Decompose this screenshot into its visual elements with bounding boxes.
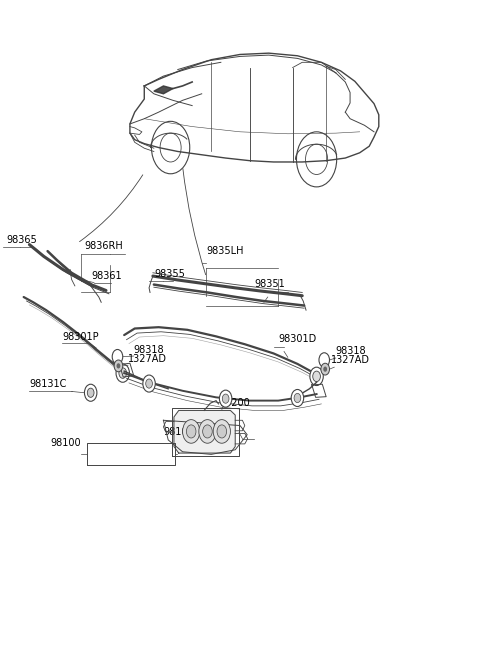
Text: 98131C: 98131C bbox=[29, 380, 67, 390]
Circle shape bbox=[219, 390, 232, 407]
Circle shape bbox=[112, 350, 123, 364]
Text: 1327AD: 1327AD bbox=[128, 354, 167, 364]
Text: 98160C: 98160C bbox=[163, 427, 201, 438]
Circle shape bbox=[323, 367, 327, 372]
Text: 98355: 98355 bbox=[155, 269, 186, 279]
Text: 98301D: 98301D bbox=[278, 334, 316, 344]
Text: 98365: 98365 bbox=[6, 235, 37, 245]
Circle shape bbox=[319, 353, 329, 367]
Circle shape bbox=[213, 420, 230, 443]
Circle shape bbox=[186, 425, 196, 438]
Circle shape bbox=[310, 367, 323, 386]
Circle shape bbox=[222, 394, 229, 403]
Circle shape bbox=[217, 425, 227, 438]
Polygon shape bbox=[154, 86, 173, 94]
Circle shape bbox=[119, 368, 127, 378]
Circle shape bbox=[291, 390, 304, 407]
Polygon shape bbox=[174, 411, 235, 453]
Text: 98200: 98200 bbox=[219, 398, 250, 408]
Circle shape bbox=[321, 363, 329, 375]
Circle shape bbox=[117, 363, 120, 369]
Text: 98100: 98100 bbox=[50, 438, 81, 448]
Text: 9836RH: 9836RH bbox=[84, 241, 123, 251]
Circle shape bbox=[294, 394, 301, 403]
Circle shape bbox=[84, 384, 97, 401]
Text: 98351: 98351 bbox=[254, 279, 285, 289]
Circle shape bbox=[182, 420, 200, 443]
Circle shape bbox=[87, 388, 94, 397]
Text: 98361: 98361 bbox=[92, 271, 122, 281]
Text: 98318: 98318 bbox=[336, 346, 366, 356]
Text: 1327AD: 1327AD bbox=[331, 355, 370, 365]
Circle shape bbox=[114, 360, 123, 372]
Circle shape bbox=[203, 425, 212, 438]
Text: 9835LH: 9835LH bbox=[206, 246, 244, 256]
Circle shape bbox=[199, 420, 216, 443]
Circle shape bbox=[143, 375, 156, 392]
Text: 98301P: 98301P bbox=[62, 332, 98, 342]
Circle shape bbox=[116, 364, 130, 382]
Circle shape bbox=[146, 379, 153, 388]
Text: 98318: 98318 bbox=[134, 345, 164, 355]
Circle shape bbox=[313, 371, 321, 382]
